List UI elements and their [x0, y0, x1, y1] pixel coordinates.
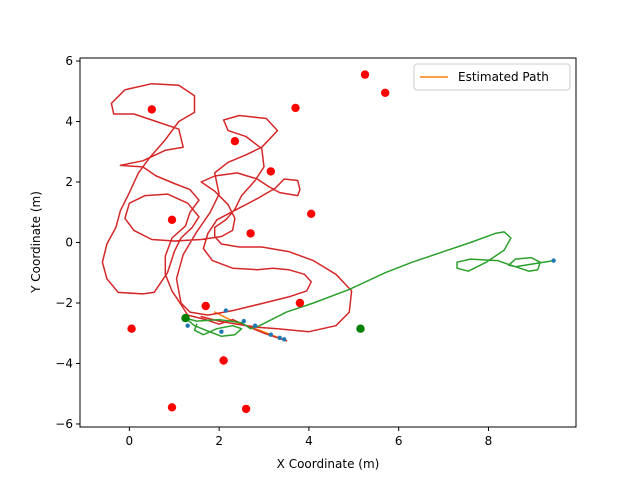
scatter-point-4-1 — [360, 70, 370, 79]
legend: Estimated Path — [413, 63, 571, 91]
scatter-point-4-12 — [219, 356, 228, 365]
y-tick-label: 4 — [65, 115, 73, 129]
scatter-point-4-7 — [167, 215, 177, 224]
scatter-point-5-0 — [181, 313, 190, 323]
y-tick-label: 6 — [65, 54, 73, 68]
scatter-point-4-8 — [246, 229, 255, 238]
x-tick-label: 2 — [215, 434, 223, 448]
x-tick-label: 6 — [395, 434, 403, 448]
series-line-2 — [184, 231, 555, 330]
scatter-point-4-14 — [241, 404, 251, 414]
scatter-point-4-13 — [167, 403, 177, 412]
y-tick-label: 2 — [65, 175, 73, 189]
scatter-point-6-0 — [223, 308, 229, 313]
scatter-point-6-8 — [551, 258, 556, 263]
scatter-point-6-5 — [268, 332, 273, 337]
y-tick-label: −4 — [55, 356, 73, 370]
scatter-point-4-0 — [147, 105, 156, 114]
scatter-point-4-2 — [381, 88, 390, 98]
scatter-point-4-3 — [291, 103, 300, 113]
axis-ticks: 0 2 4 6 8 −6 −4 −2 0 2 4 6 — [55, 54, 492, 448]
legend-label-estimated-path: Estimated Path — [458, 70, 549, 84]
y-axis-title: Y Coordinate (m) — [29, 191, 43, 294]
scatter-point-4-10 — [295, 298, 305, 308]
scatter-point-6-3 — [252, 323, 258, 328]
scatter-point-6-6 — [277, 335, 282, 340]
plot-area — [101, 70, 556, 414]
scatter-point-6-1 — [185, 323, 190, 328]
scatter-point-4-5 — [266, 167, 275, 176]
plot-marks — [101, 70, 556, 414]
scatter-point-6-7 — [282, 337, 287, 342]
x-tick-label: 4 — [305, 434, 313, 448]
y-tick-label: −6 — [55, 417, 73, 431]
x-tick-label: 0 — [126, 434, 134, 448]
y-tick-label: 0 — [65, 236, 73, 250]
scatter-point-6-4 — [219, 329, 224, 334]
y-tick-label: −2 — [55, 296, 73, 310]
series-line-3 — [184, 317, 243, 338]
scatter-point-4-4 — [230, 137, 240, 146]
legend-box — [413, 63, 571, 91]
scatter-point-5-1 — [356, 324, 365, 333]
scatter-point-6-2 — [241, 318, 246, 324]
scatter-point-4-11 — [127, 324, 136, 333]
x-axis-title: X Coordinate (m) — [277, 457, 380, 471]
scatter-point-4-9 — [201, 301, 210, 311]
series-line-1 — [101, 82, 353, 342]
x-tick-label: 8 — [485, 434, 493, 448]
scatter-point-4-6 — [307, 209, 316, 218]
